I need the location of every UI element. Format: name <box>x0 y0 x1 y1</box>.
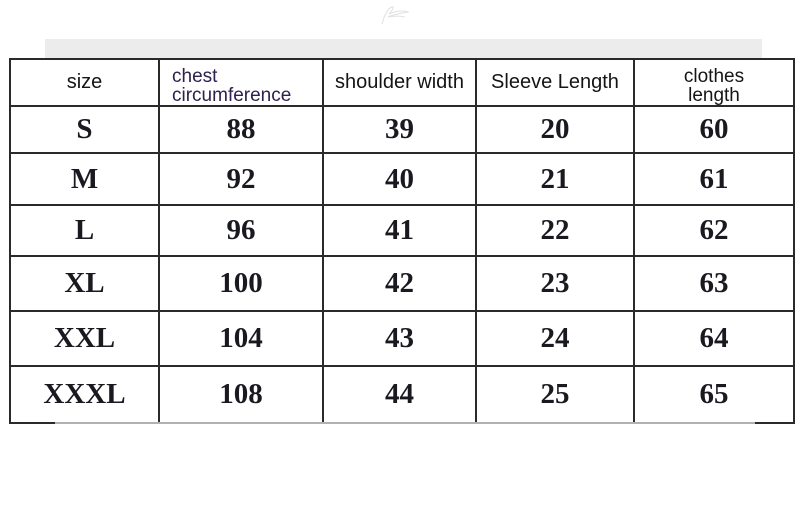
value-cell: 42 <box>322 255 477 312</box>
size-label-cell: XL <box>9 255 160 312</box>
value-cell: 100 <box>158 255 324 312</box>
value-cell: 41 <box>322 204 477 257</box>
table-row: XXXL 108 44 25 65 <box>9 365 795 424</box>
value-cell: 39 <box>322 105 477 154</box>
value-cell: 62 <box>633 204 795 257</box>
size-chart-table: size chest circumference shoulder width Slee… <box>9 58 795 424</box>
column-header-chest-circumference: chest circumference <box>158 58 324 107</box>
size-label-cell: S <box>9 105 160 154</box>
table-body: S 88 39 20 60 M 92 40 21 61 L 96 41 22 62 XL 100 42 23 63 XX… <box>9 105 795 424</box>
header-text: length <box>688 85 740 106</box>
value-cell: 92 <box>158 152 324 206</box>
value-cell: 61 <box>633 152 795 206</box>
size-label-cell: XXXL <box>9 365 160 424</box>
gray-strip-artifact <box>45 39 762 58</box>
column-header-size: size <box>9 58 160 107</box>
value-cell: 21 <box>475 152 635 206</box>
size-label-cell: L <box>9 204 160 257</box>
column-header-clothes-length: clothes length <box>633 58 795 107</box>
table-row: XXL 104 43 24 64 <box>9 310 795 367</box>
value-cell: 65 <box>633 365 795 424</box>
header-text: chest <box>172 66 218 87</box>
value-cell: 63 <box>633 255 795 312</box>
value-cell: 60 <box>633 105 795 154</box>
value-cell: 88 <box>158 105 324 154</box>
size-label-cell: XXL <box>9 310 160 367</box>
table-shadow-line <box>55 422 755 424</box>
value-cell: 23 <box>475 255 635 312</box>
value-cell: 43 <box>322 310 477 367</box>
header-text: circumference <box>172 85 292 106</box>
column-header-shoulder-width: shoulder width <box>322 58 477 107</box>
table-row: S 88 39 20 60 <box>9 105 795 154</box>
size-label-cell: M <box>9 152 160 206</box>
header-row: size chest circumference shoulder width Slee… <box>9 58 795 107</box>
value-cell: 64 <box>633 310 795 367</box>
value-cell: 104 <box>158 310 324 367</box>
table-row: L 96 41 22 62 <box>9 204 795 257</box>
header-text: clothes <box>683 66 745 87</box>
value-cell: 24 <box>475 310 635 367</box>
value-cell: 44 <box>322 365 477 424</box>
value-cell: 22 <box>475 204 635 257</box>
value-cell: 40 <box>322 152 477 206</box>
header-text: Sleeve Length <box>491 71 619 93</box>
value-cell: 108 <box>158 365 324 424</box>
value-cell: 96 <box>158 204 324 257</box>
faint-scribble-artifact <box>381 6 410 25</box>
header-text: size <box>66 71 103 93</box>
table-row: M 92 40 21 61 <box>9 152 795 206</box>
column-header-sleeve-length: Sleeve Length <box>475 58 635 107</box>
value-cell: 20 <box>475 105 635 154</box>
value-cell: 25 <box>475 365 635 424</box>
header-text: shoulder width <box>335 71 464 93</box>
table-row: XL 100 42 23 63 <box>9 255 795 312</box>
